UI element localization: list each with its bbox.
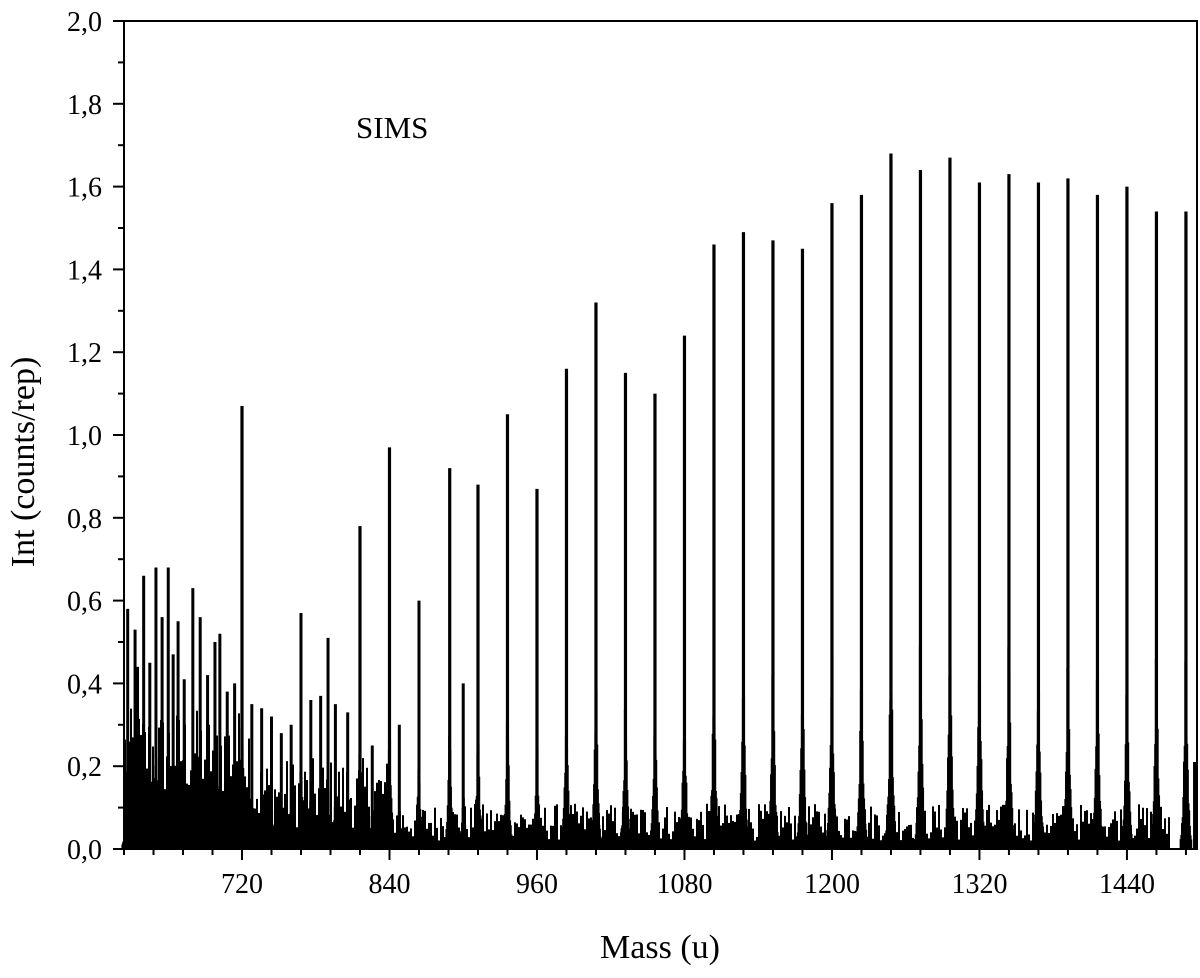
sims-annotation: SIMS: [356, 110, 428, 145]
x-tick-label: 1440: [1099, 869, 1155, 900]
x-tick-label: 720: [221, 869, 263, 900]
y-tick-label: 0,8: [67, 504, 102, 535]
x-tick-label: 1080: [656, 869, 712, 900]
y-axis-label: Int (counts/rep): [5, 357, 42, 568]
x-tick-label: 1320: [951, 869, 1007, 900]
y-tick-label: 0,6: [67, 587, 102, 618]
x-tick-label: 960: [516, 869, 558, 900]
y-tick-label: 1,4: [67, 255, 102, 286]
ticks-layer: 720 840 960 1080 1200 1320 1440 0,0 0,2 0,4 0,6 0,8…: [67, 7, 1187, 900]
bars-layer: [121, 153, 1197, 849]
y-tick-label: 1,6: [67, 173, 102, 204]
x-tick-label: 840: [368, 869, 410, 900]
y-tick-label: 0,0: [67, 835, 102, 866]
x-tick-label: 1200: [804, 869, 860, 900]
x-axis-label: Mass (u): [600, 929, 720, 966]
y-tick-label: 0,2: [67, 752, 102, 783]
y-tick-label: 1,2: [67, 338, 102, 369]
y-tick-label: 2,0: [67, 7, 102, 38]
y-tick-label: 1,0: [67, 421, 102, 452]
plot-frame: [123, 20, 1198, 850]
y-tick-label: 0,4: [67, 669, 102, 700]
y-tick-label: 1,8: [67, 90, 102, 121]
